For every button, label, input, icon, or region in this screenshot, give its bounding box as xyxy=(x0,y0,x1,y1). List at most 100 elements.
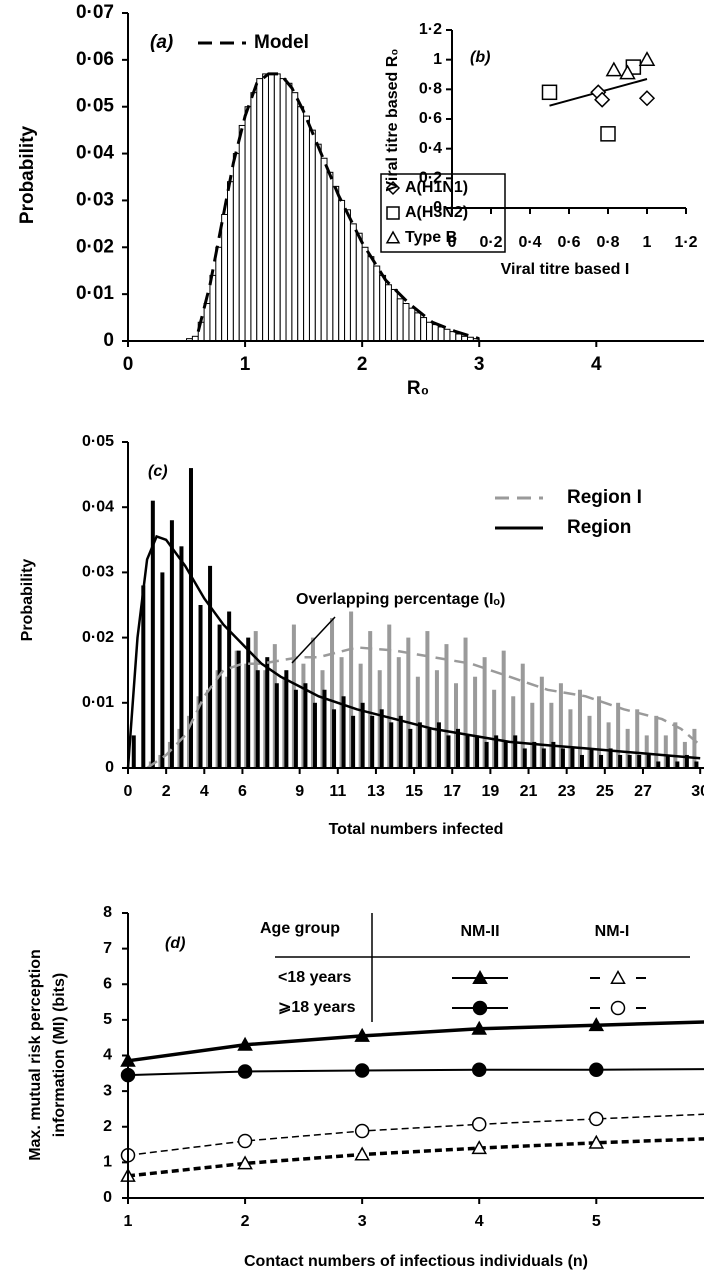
y-tick-label: 7 xyxy=(103,940,112,957)
scatter-point xyxy=(594,91,611,108)
data-point xyxy=(471,1140,487,1155)
y-tick-label: 0·01 xyxy=(76,283,114,304)
series-line xyxy=(127,1068,704,1077)
histogram-bar xyxy=(530,702,535,768)
histogram-bar xyxy=(541,748,546,768)
x-tick-label: 3 xyxy=(358,1213,367,1230)
scatter-point xyxy=(638,51,656,67)
histogram-bar xyxy=(456,728,461,768)
scatter-point xyxy=(638,90,656,107)
histogram-bar xyxy=(597,696,602,768)
histogram-bar xyxy=(492,689,497,768)
histogram-bar xyxy=(417,722,422,768)
histogram-bar xyxy=(131,735,136,768)
y-tick-label: 1·2 xyxy=(419,21,442,38)
histogram-bar xyxy=(692,728,697,768)
histogram-bar xyxy=(431,324,439,342)
y-axis-label: information (MI) (bits) xyxy=(51,973,68,1137)
x-tick-label: 1·2 xyxy=(674,234,697,251)
data-point xyxy=(237,1036,253,1051)
histogram-bar xyxy=(455,333,463,342)
histogram-bar xyxy=(475,735,480,768)
histogram-bar xyxy=(656,761,661,768)
x-tick-label: 6 xyxy=(238,783,247,800)
x-tick-label: 3 xyxy=(474,354,485,375)
x-tick-label: 0 xyxy=(448,234,457,251)
x-tick-label: 2 xyxy=(162,783,171,800)
data-point xyxy=(471,1020,487,1035)
x-tick-label: 1 xyxy=(643,234,652,251)
legend-marker xyxy=(385,180,401,196)
histogram-bar xyxy=(473,676,478,768)
legend-row-label: ⩾18 years xyxy=(278,999,356,1016)
histogram-bar xyxy=(532,741,537,768)
y-tick-label: 0 xyxy=(103,330,114,351)
x-tick-label: 30 xyxy=(691,783,704,800)
histogram-bar xyxy=(221,213,229,342)
y-tick-label: 0·02 xyxy=(76,236,114,257)
histogram-bar xyxy=(160,572,165,768)
x-tick-label: 2 xyxy=(357,354,368,375)
histogram-bar xyxy=(238,124,246,342)
histogram-bar xyxy=(390,288,398,342)
histogram-bar xyxy=(396,657,401,768)
panel-label: (c) xyxy=(148,463,168,480)
histogram-bar xyxy=(520,663,525,768)
histogram-bar xyxy=(408,307,416,342)
histogram-bar xyxy=(513,735,518,768)
histogram-bar xyxy=(511,696,516,768)
histogram-bar xyxy=(560,748,565,768)
histogram-bar xyxy=(443,328,451,342)
histogram-bar xyxy=(320,157,328,342)
legend-label: A(H3N2) xyxy=(405,204,468,221)
x-tick-label: 15 xyxy=(405,783,423,800)
x-tick-label: 0 xyxy=(124,783,133,800)
histogram-bar xyxy=(203,303,211,342)
histogram-bar xyxy=(539,676,544,768)
legend-label: Region xyxy=(567,517,631,538)
histogram-bar xyxy=(606,722,611,768)
data-point xyxy=(471,1062,487,1077)
histogram-bar xyxy=(549,702,554,768)
histogram-bar xyxy=(308,129,316,342)
histogram-bar xyxy=(625,728,630,768)
x-tick-label: 11 xyxy=(329,783,346,800)
histogram-bar xyxy=(663,735,668,768)
histogram-bar xyxy=(414,312,422,342)
data-point xyxy=(237,1155,253,1170)
histogram-bar xyxy=(570,748,575,768)
model-curve xyxy=(196,72,480,341)
histogram-bar xyxy=(568,709,573,768)
data-point xyxy=(588,1134,605,1149)
x-tick-label: 0·8 xyxy=(596,234,619,251)
histogram-bar xyxy=(387,624,392,768)
y-tick-label: 0·05 xyxy=(82,433,114,450)
histogram-bar xyxy=(437,326,445,342)
histogram-bar xyxy=(379,709,384,768)
legend-marker xyxy=(472,969,488,984)
histogram-bar xyxy=(425,631,430,768)
histogram-bar xyxy=(312,702,317,768)
legend-header: NM-II xyxy=(460,923,499,940)
legend-header: NM-I xyxy=(595,923,630,940)
histogram-bar xyxy=(436,722,441,768)
histogram-bar xyxy=(367,256,375,342)
histogram-bar xyxy=(482,657,487,768)
y-tick-label: 0·04 xyxy=(82,498,114,515)
histogram-bar xyxy=(434,670,439,768)
histogram-bar xyxy=(494,735,499,768)
histogram-bar xyxy=(465,735,470,768)
histogram-bar xyxy=(360,702,365,768)
y-tick-label: 0·05 xyxy=(76,96,114,117)
panel-label: (a) xyxy=(150,32,173,53)
legend-marker xyxy=(610,969,626,984)
histogram-bar xyxy=(463,637,468,768)
histogram-bar xyxy=(215,246,223,342)
legend-row-label: <18 years xyxy=(278,969,352,986)
y-tick-label: 4 xyxy=(103,1047,112,1064)
histogram-bar xyxy=(370,715,375,768)
histogram-bar xyxy=(338,199,346,342)
histogram-bar xyxy=(406,637,411,768)
legend-box xyxy=(380,173,506,253)
y-tick-label: 0·04 xyxy=(76,143,114,164)
